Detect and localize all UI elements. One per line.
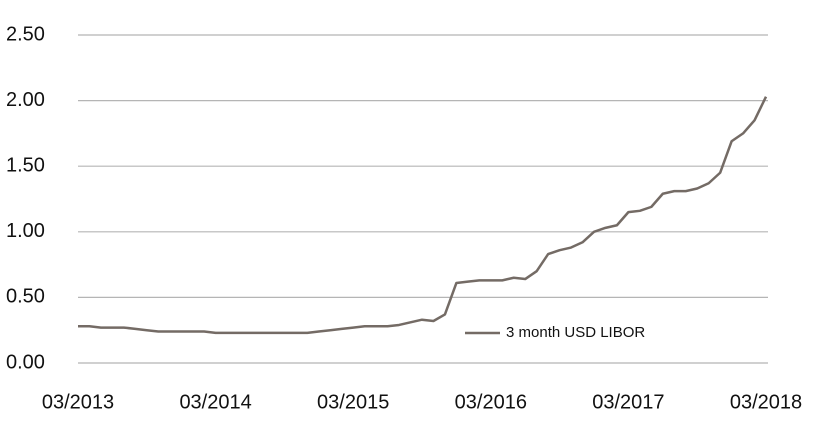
y-tick-label: 2.50 — [6, 23, 45, 45]
y-tick-label: 0.00 — [6, 351, 45, 373]
legend-label: 3 month USD LIBOR — [506, 324, 645, 341]
x-tick-label: 03/2018 — [730, 391, 802, 413]
x-tick-label: 03/2014 — [179, 391, 251, 413]
x-tick-label: 03/2015 — [317, 391, 389, 413]
y-tick-label: 1.00 — [6, 220, 45, 242]
line-series — [78, 96, 768, 335]
y-tick-label: 0.50 — [6, 286, 45, 308]
x-tick-label: 03/2013 — [42, 391, 114, 413]
y-tick-label: 1.50 — [6, 154, 45, 176]
y-tick-label: 2.00 — [6, 89, 45, 111]
x-tick-label: 03/2017 — [592, 391, 664, 413]
x-tick-label: 03/2016 — [455, 391, 527, 413]
